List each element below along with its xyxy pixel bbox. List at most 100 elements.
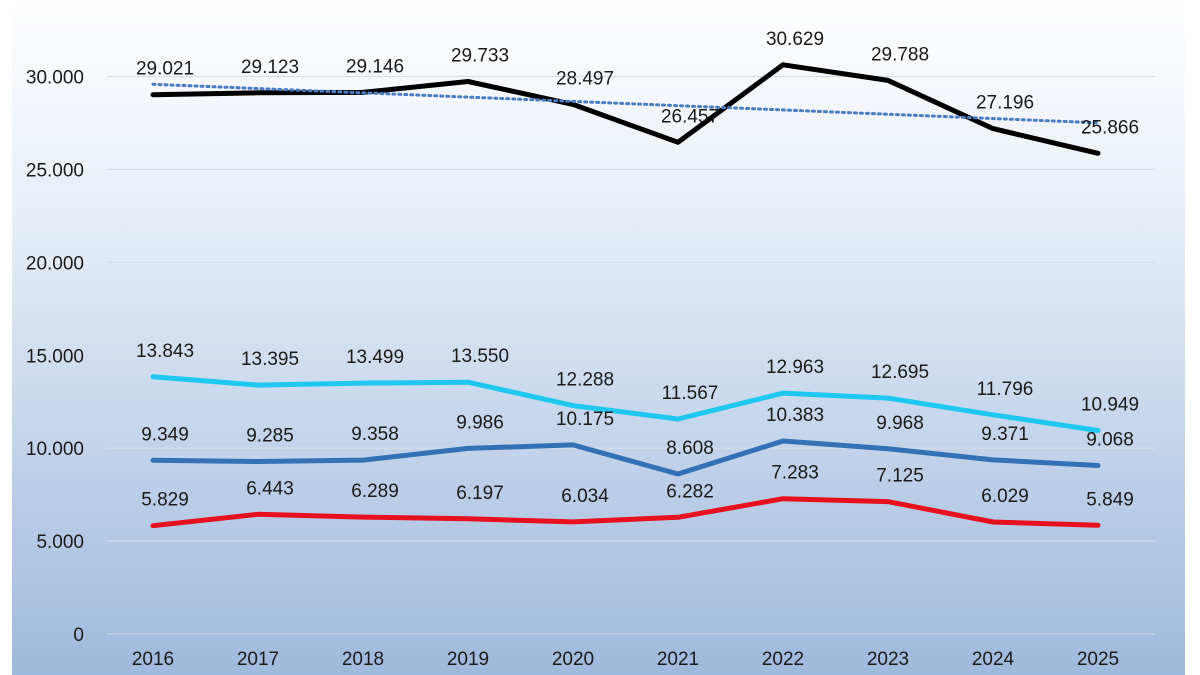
total-point xyxy=(781,63,785,67)
series-cyan-point xyxy=(151,375,155,379)
series-red-point xyxy=(361,515,365,519)
series-blue-data-label: 9.968 xyxy=(876,413,924,434)
series-red-data-label: 6.282 xyxy=(666,481,714,502)
x-tick-label: 2016 xyxy=(132,649,174,670)
total-point xyxy=(676,140,680,144)
series-red-point xyxy=(781,497,785,501)
series-red-data-label: 7.125 xyxy=(876,466,924,487)
series-blue-point xyxy=(571,443,575,447)
y-tick-label: 10.000 xyxy=(26,439,84,460)
series-red-data-label: 6.289 xyxy=(351,481,399,502)
series-cyan-data-label: 12.963 xyxy=(766,357,824,378)
series-blue-point xyxy=(151,458,155,462)
series-cyan-point xyxy=(991,413,995,417)
series-blue-point xyxy=(256,460,260,464)
series-blue-data-label: 8.608 xyxy=(666,438,714,459)
series-red-point xyxy=(151,524,155,528)
series-red-point xyxy=(886,500,890,504)
series-cyan-data-label: 11.567 xyxy=(662,383,719,404)
total-data-label: 29.146 xyxy=(346,56,404,77)
x-tick-label: 2024 xyxy=(972,649,1015,670)
total-data-label: 30.629 xyxy=(766,29,824,50)
series-red-data-label: 7.283 xyxy=(771,463,819,484)
series-cyan-point xyxy=(676,417,680,421)
series-cyan-data-label: 12.695 xyxy=(871,362,929,383)
series-red-data-label: 6.443 xyxy=(246,478,294,499)
total-point xyxy=(151,93,155,97)
total-data-label: 29.123 xyxy=(241,57,299,78)
total-data-label: 26.457 xyxy=(661,106,719,127)
series-cyan-data-label: 13.499 xyxy=(346,347,404,368)
total-point xyxy=(1096,151,1100,155)
series-cyan-data-label: 11.796 xyxy=(977,379,1034,400)
chart-area: 0 5.000 10.000 15.000 20.000 25.000 30.000 2016… xyxy=(12,0,1185,675)
series-cyan-data-label: 13.550 xyxy=(451,346,509,367)
series-blue-data-label: 10.383 xyxy=(766,405,824,426)
series-red-point xyxy=(676,515,680,519)
series-cyan-line xyxy=(150,374,1101,433)
series-blue-point xyxy=(886,447,890,451)
total-point xyxy=(256,91,260,95)
series-cyan-point xyxy=(886,396,890,400)
series-blue-point xyxy=(1096,464,1100,468)
series-red-point xyxy=(991,520,995,524)
series-blue-point xyxy=(991,458,995,462)
series-red-point xyxy=(571,520,575,524)
total-point xyxy=(571,102,575,106)
series-red-data-label: 5.849 xyxy=(1086,489,1134,510)
series-blue-data-label: 9.068 xyxy=(1086,429,1134,450)
total-data-label: 27.196 xyxy=(976,93,1034,114)
total-data-label: 29.021 xyxy=(136,59,194,80)
y-tick-label: 0 xyxy=(73,625,84,646)
total-trendline xyxy=(151,82,1100,125)
total-data-label: 29.733 xyxy=(451,45,509,66)
series-red-data-label: 6.034 xyxy=(561,486,609,507)
x-tick-label: 2019 xyxy=(447,649,489,670)
total-point xyxy=(886,78,890,82)
x-tick-label: 2022 xyxy=(762,649,804,670)
series-blue-point xyxy=(361,458,365,462)
series-red-data-label: 5.829 xyxy=(141,490,189,511)
x-tick-label: 2025 xyxy=(1077,649,1119,670)
series-red-point xyxy=(1096,523,1100,527)
x-tick-label: 2021 xyxy=(657,649,699,670)
series-blue-data-label: 10.175 xyxy=(556,409,614,430)
total-data-label: 28.497 xyxy=(556,68,614,89)
series-red-data-label: 6.029 xyxy=(981,486,1029,507)
y-tick-label: 5.000 xyxy=(36,532,84,553)
series-blue-line xyxy=(150,438,1101,477)
series-blue-data-label: 9.371 xyxy=(981,424,1029,445)
series-red-line xyxy=(150,496,1101,529)
series-cyan-data-label: 13.395 xyxy=(241,349,299,370)
series-cyan-data-label: 12.288 xyxy=(556,370,614,391)
series-cyan-point xyxy=(256,383,260,387)
x-tick-label: 2020 xyxy=(552,649,594,670)
series-red-data-label: 6.197 xyxy=(456,483,504,504)
series-blue-point xyxy=(676,472,680,476)
y-tick-label: 20.000 xyxy=(26,253,84,274)
total-data-label: 25.866 xyxy=(1081,117,1139,138)
total-data-label: 29.788 xyxy=(871,44,929,65)
total-point xyxy=(991,127,995,131)
y-tick-label: 15.000 xyxy=(26,346,84,367)
total-point xyxy=(466,80,470,84)
series-red-point xyxy=(256,512,260,516)
series-cyan-point xyxy=(466,380,470,384)
x-tick-label: 2023 xyxy=(867,649,909,670)
x-tick-label: 2017 xyxy=(237,649,279,670)
series-blue-point xyxy=(466,446,470,450)
series-cyan-data-label: 13.843 xyxy=(136,341,194,362)
line-chart: 0 5.000 10.000 15.000 20.000 25.000 30.000 2016… xyxy=(26,29,1155,670)
series-cyan-data-label: 10.949 xyxy=(1081,395,1139,416)
series-blue-data-label: 9.358 xyxy=(351,424,399,445)
series-blue-point xyxy=(781,439,785,443)
y-tick-label: 25.000 xyxy=(26,160,84,181)
series-blue-data-label: 9.285 xyxy=(246,425,294,446)
series-cyan-point xyxy=(571,404,575,408)
x-tick-label: 2018 xyxy=(342,649,384,670)
series-blue-data-label: 9.986 xyxy=(456,412,504,433)
y-tick-label: 30.000 xyxy=(26,68,84,89)
series-cyan-point xyxy=(781,391,785,395)
series-cyan-point xyxy=(361,381,365,385)
series-blue-data-label: 9.349 xyxy=(141,424,189,445)
